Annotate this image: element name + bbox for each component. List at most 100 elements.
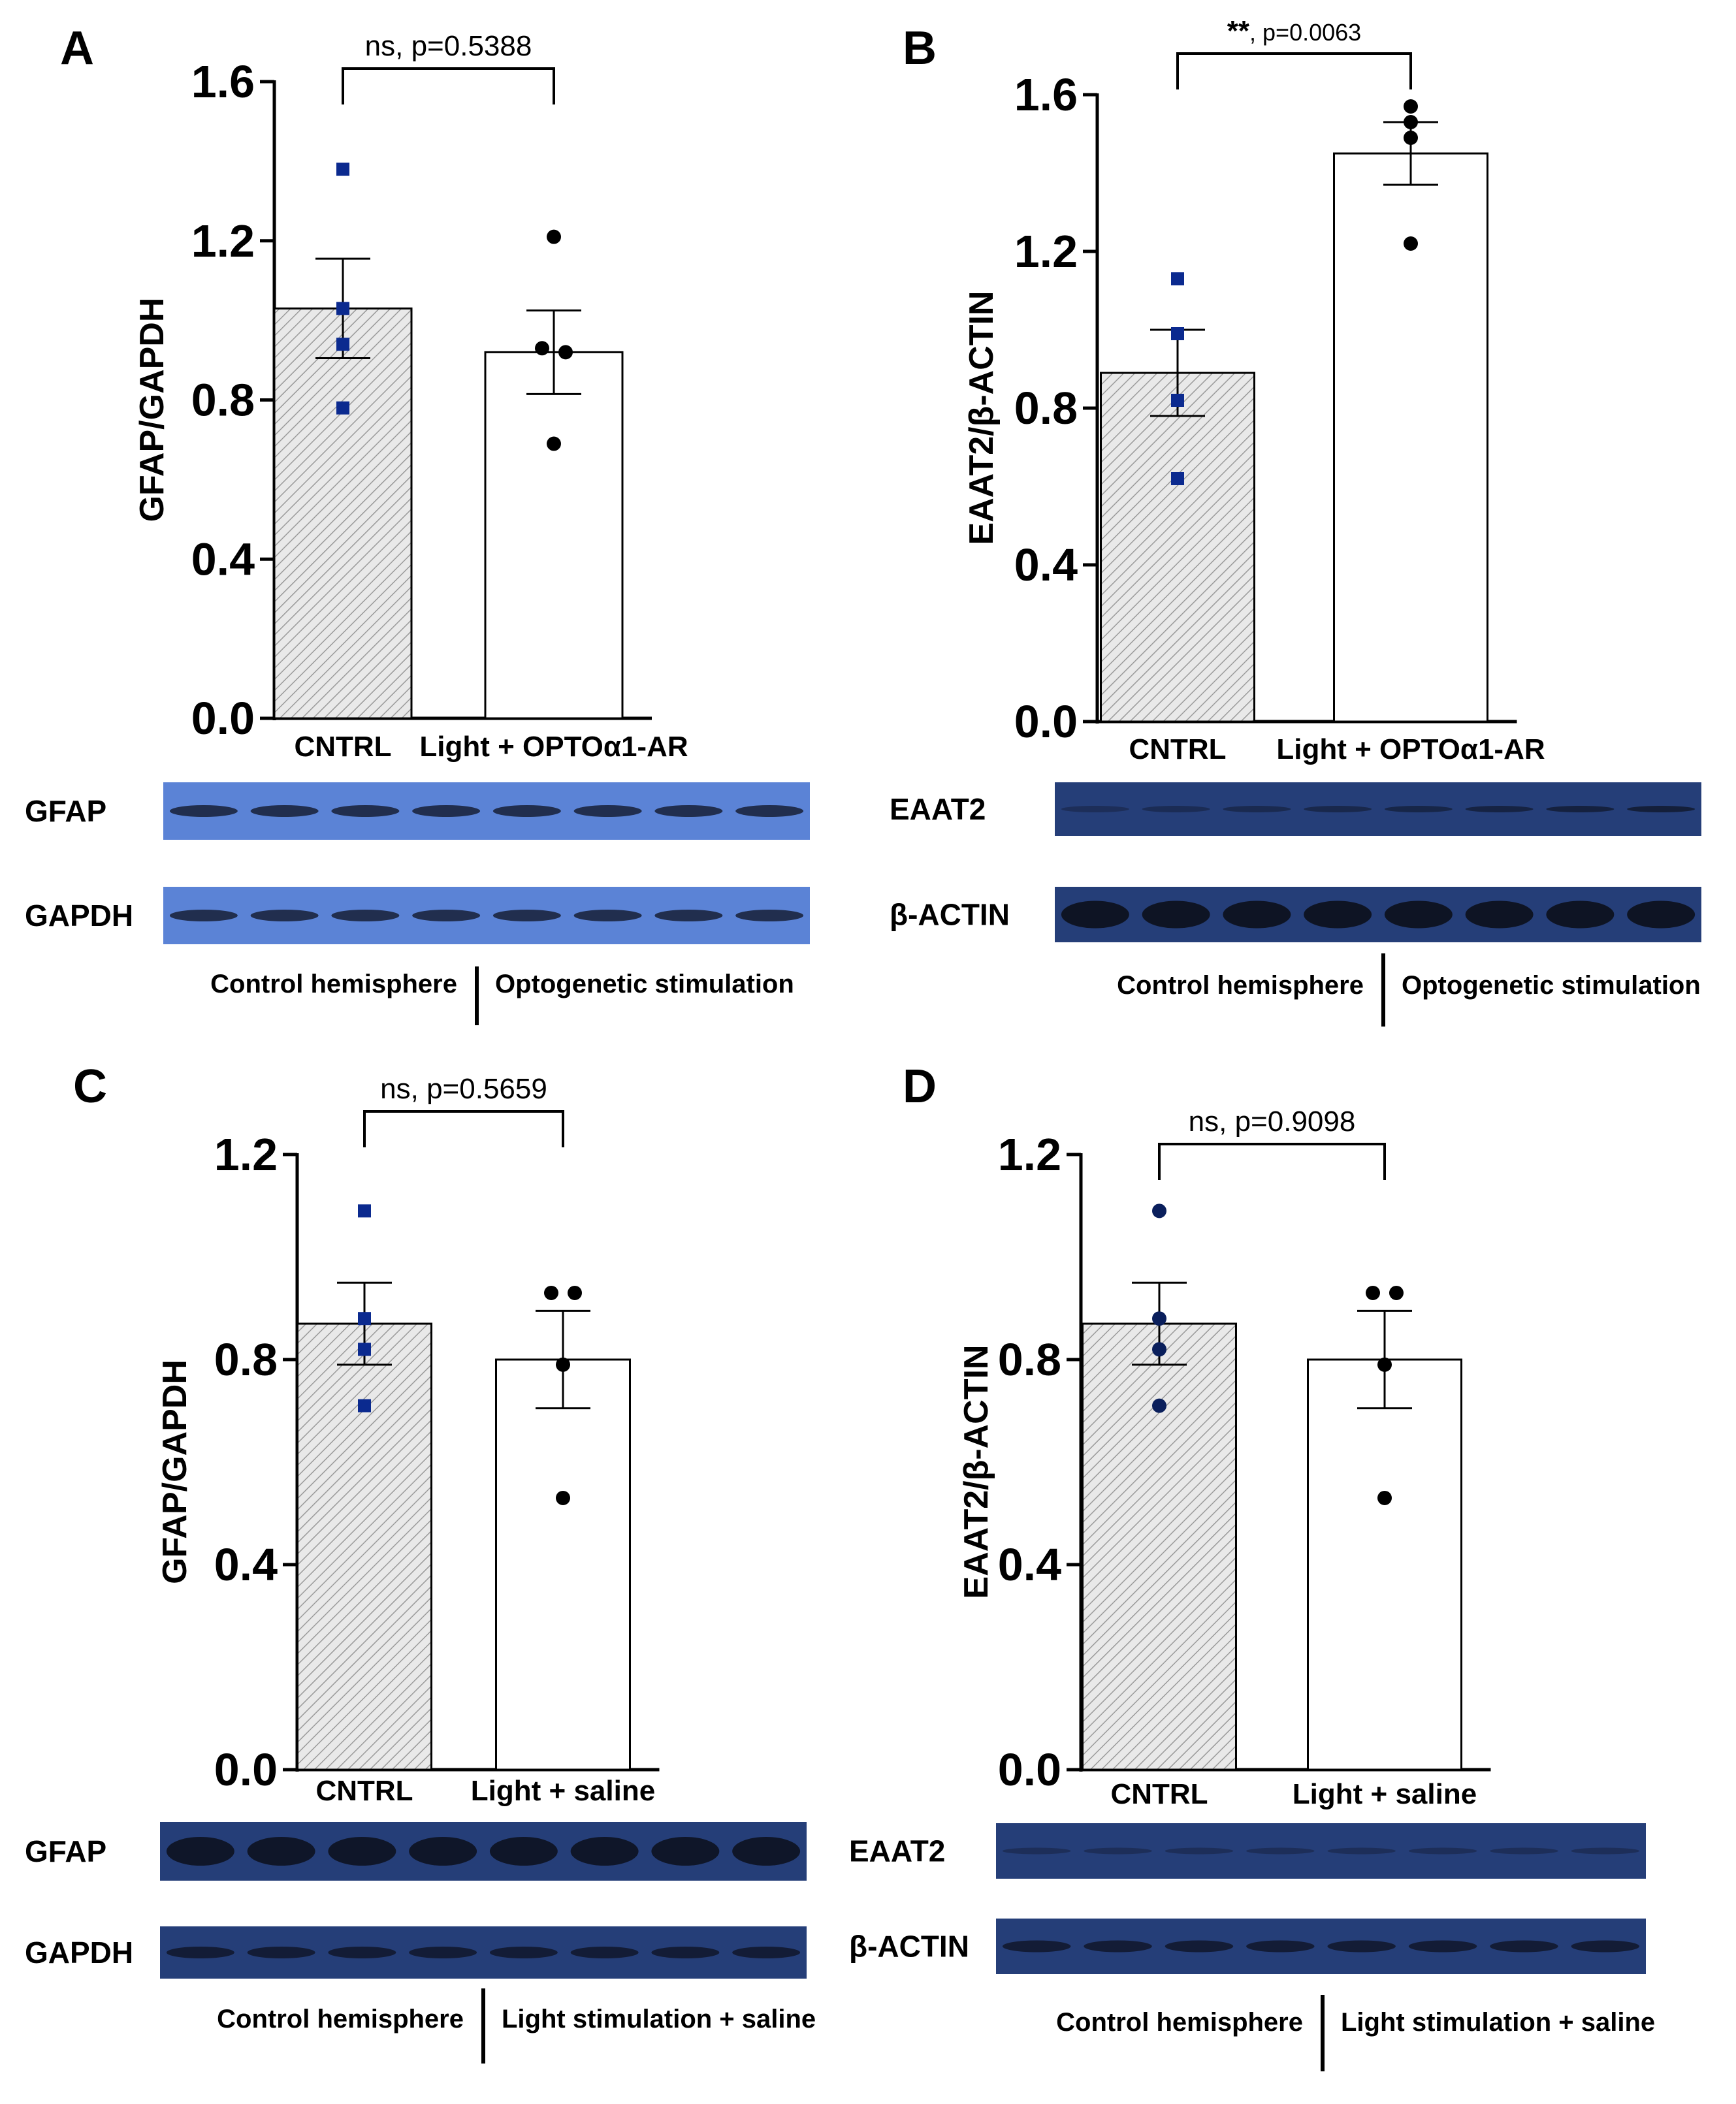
data-point — [358, 1312, 371, 1326]
blot-band — [1546, 901, 1615, 929]
y-tick-label: 0.8 — [214, 1334, 278, 1385]
y-tick-label: 0.0 — [191, 693, 255, 744]
blot-band — [1490, 1847, 1558, 1855]
blot-band — [412, 805, 481, 817]
data-point — [1404, 236, 1418, 251]
y-tick-label: 0.8 — [191, 375, 255, 426]
blot-band — [1061, 806, 1129, 812]
blot-band — [166, 1947, 234, 1958]
blot-caption-treated: Light stimulation + saline — [502, 2005, 816, 2033]
blot-band — [1327, 1847, 1396, 1855]
data-point — [556, 1490, 570, 1505]
significance-stars: ** — [1227, 15, 1250, 47]
blot-band — [1384, 806, 1453, 812]
blot-band — [1084, 1847, 1152, 1855]
blot-band — [1223, 806, 1291, 812]
y-tick-label: 0.4 — [214, 1539, 278, 1590]
significance-label: ns, p=0.5659 — [380, 1073, 547, 1105]
y-tick-label: 1.6 — [191, 56, 255, 107]
panel-c: C 0.0 0.4 0.8 1.2 GFAP/GAPDH CNTRL Light + sali… — [25, 1060, 816, 2064]
blot-band — [1142, 901, 1210, 929]
y-axis-label: GFAP/GAPDH — [133, 298, 171, 522]
data-point — [547, 229, 561, 244]
blot-band — [492, 805, 561, 817]
blot-band — [573, 910, 642, 921]
panel-d: D 0.0 0.4 0.8 1.2 EAAT2/β-ACTIN CNTRL Light + s… — [849, 1060, 1655, 2071]
data-point — [1366, 1285, 1380, 1300]
blot-band — [409, 1947, 477, 1958]
category-label: Light + OPTOα1-AR — [419, 731, 688, 763]
y-tick-label: 0.0 — [998, 1744, 1061, 1795]
blot-band — [328, 1947, 396, 1958]
blot-band — [247, 1947, 315, 1958]
blot-band — [1246, 1847, 1315, 1855]
panel-b: B 0.0 0.4 0.8 1.2 1.6 EAAT2/β-ACTIN CNTRL Light … — [890, 15, 1701, 1027]
blot-band — [1571, 1847, 1640, 1855]
category-label: CNTRL — [294, 731, 391, 763]
y-tick-label: 1.2 — [1014, 226, 1078, 277]
blot-label: GFAP — [25, 794, 106, 828]
data-point — [336, 338, 349, 351]
significance-p-value: , p=0.0063 — [1249, 19, 1361, 46]
blot-label: GFAP — [25, 1834, 106, 1868]
blot-band — [1142, 806, 1210, 812]
data-point — [547, 436, 561, 451]
bar-control — [1082, 1322, 1237, 1771]
blot-band — [1546, 806, 1615, 812]
blot-band — [1627, 806, 1696, 812]
blot-band — [570, 1947, 639, 1958]
blot-band — [328, 1837, 396, 1866]
data-point — [1171, 472, 1184, 485]
data-point — [1404, 115, 1418, 129]
panel-a: A 0.0 0.4 0.8 1.2 1.6 GFAP/GAPDH CNTRL Light + O… — [25, 22, 810, 1025]
data-point — [358, 1399, 371, 1412]
blot-label: EAAT2 — [890, 792, 986, 826]
blot-caption-treated: Optogenetic stimulation — [1402, 971, 1701, 1000]
blot-band — [1304, 806, 1372, 812]
bar-treated — [484, 351, 624, 720]
blot-band — [651, 1947, 720, 1958]
blot-band — [1408, 1847, 1477, 1855]
data-point — [568, 1285, 582, 1300]
y-tick-label: 0.4 — [1014, 539, 1078, 590]
panel-letter: A — [60, 22, 94, 74]
bar-control — [1100, 372, 1255, 723]
category-label: CNTRL — [315, 1775, 413, 1807]
significance-bracket — [1158, 1143, 1386, 1180]
y-tick-label: 0.4 — [191, 534, 255, 584]
blot-band — [735, 805, 804, 817]
blot-label: β-ACTIN — [890, 898, 1010, 932]
data-point — [1389, 1285, 1404, 1300]
panel-letter: B — [903, 22, 937, 74]
blot-band — [1165, 1847, 1234, 1855]
y-tick-label: 0.8 — [998, 1334, 1061, 1385]
blot-band — [732, 1947, 801, 1958]
data-point — [1152, 1398, 1166, 1413]
blot-band — [1304, 901, 1372, 929]
data-point — [1152, 1342, 1166, 1357]
blot-band — [570, 1837, 639, 1866]
blot-band — [1384, 901, 1453, 929]
y-tick-label: 0.0 — [1014, 696, 1078, 747]
blot-band — [735, 910, 804, 921]
panel-letter: D — [903, 1060, 937, 1113]
blot-band — [1627, 901, 1696, 929]
blot-band — [1165, 1940, 1234, 1953]
bar-treated — [1307, 1358, 1462, 1771]
significance-bracket — [342, 67, 555, 104]
blot-caption-control: Control hemisphere — [210, 970, 457, 998]
y-axis-label: EAAT2/β-ACTIN — [963, 291, 1001, 545]
y-tick-label: 0.0 — [214, 1744, 278, 1795]
blot-band — [331, 910, 400, 921]
blot-band — [489, 1947, 558, 1958]
blot-band — [1408, 1940, 1477, 1953]
blot-caption-control: Control hemisphere — [217, 2005, 464, 2033]
data-point — [1152, 1203, 1166, 1219]
category-label: CNTRL — [1110, 1778, 1208, 1810]
data-point — [1404, 131, 1418, 145]
significance-bracket — [1176, 52, 1412, 89]
data-point — [1152, 1311, 1166, 1326]
data-point — [358, 1343, 371, 1356]
blot-label: EAAT2 — [849, 1834, 945, 1868]
